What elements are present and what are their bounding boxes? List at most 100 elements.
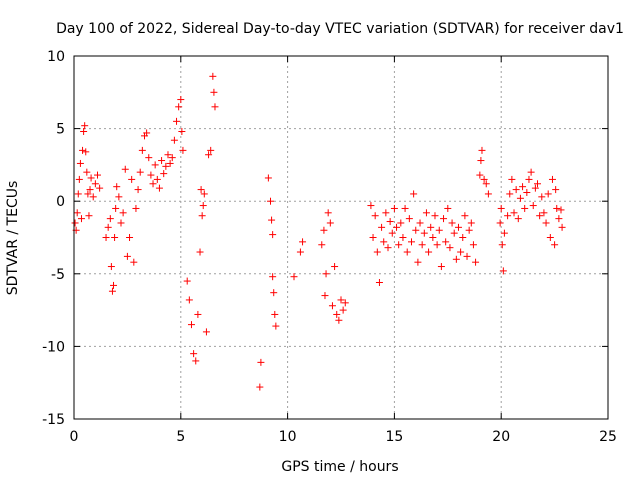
data-point [506,190,514,198]
data-point [198,212,206,220]
data-point [476,171,484,179]
data-point [328,302,336,310]
chart-title: Day 100 of 2022, Sidereal Day-to-day VTE… [56,21,624,37]
data-point [531,184,539,192]
data-point [162,162,170,170]
data-point [482,180,490,188]
data-point [74,190,82,198]
data-point [93,171,101,179]
data-point [256,383,264,391]
data-point [126,234,134,241]
data-point [257,358,265,366]
x-tick-label: 0 [70,429,79,445]
data-point [412,226,420,234]
data-point [452,255,460,263]
data-point [388,229,396,237]
data-point [318,241,326,249]
data-point [197,186,205,194]
data-point [87,174,95,182]
data-points [71,72,566,391]
data-point [463,252,471,260]
data-point [269,273,277,281]
x-tick-label: 5 [176,429,185,445]
data-point [516,194,524,202]
data-point [110,281,118,289]
data-point [207,146,215,154]
data-point [557,206,565,214]
data-point [437,263,445,271]
data-point [79,146,87,154]
data-point [76,159,84,167]
x-tick-label: 10 [279,429,297,445]
data-point [80,128,88,136]
data-point [548,175,556,183]
data-point [519,183,527,191]
data-point [320,226,328,234]
y-axis-label: SDTVAR / TECUs [5,181,21,296]
y-tick-label: 5 [56,122,65,138]
data-point [410,190,418,198]
data-point [369,234,377,241]
data-point [527,168,535,176]
data-point [143,129,151,137]
data-point [81,122,89,130]
data-point [117,219,125,227]
data-point [393,223,401,231]
data-point [461,212,469,220]
data-point [373,248,381,256]
data-point [321,292,329,300]
y-tick-label: 10 [47,49,65,65]
x-tick-label: 15 [385,429,403,445]
data-point [132,204,140,212]
data-point [179,146,187,154]
data-point [335,316,343,324]
data-point [465,226,473,234]
data-point [151,161,159,169]
data-point [529,202,537,210]
data-point [378,223,386,231]
data-point [147,171,155,179]
data-point [407,238,415,246]
data-point [134,186,142,194]
data-point [102,234,110,241]
data-point [153,175,161,183]
data-point [367,202,375,210]
data-point [173,117,181,125]
data-point [83,168,91,176]
data-point [480,175,488,183]
data-point [166,159,174,167]
data-point [422,209,430,217]
data-point [267,197,275,205]
data-point [510,209,518,217]
data-point [75,175,83,183]
data-point [457,248,465,256]
data-point [420,229,428,237]
data-point [194,310,202,318]
data-point [113,183,121,191]
data-point [540,209,548,217]
data-point [108,287,116,295]
data-point [508,175,516,183]
data-point [341,299,349,307]
grid [74,56,608,419]
data-point [386,218,394,226]
data-point [446,244,454,252]
data-point [558,223,566,231]
data-point [395,241,403,249]
data-point [71,219,79,227]
data-point [416,219,424,227]
data-point [138,146,146,154]
data-point [202,328,210,336]
data-point [542,219,550,227]
data-point [500,229,508,237]
data-point [299,238,307,246]
data-point [82,148,90,156]
data-point [431,212,439,220]
data-point [145,154,153,162]
data-point [450,229,458,237]
data-point [106,215,114,223]
data-point [192,357,200,365]
data-point [160,170,168,178]
x-axis-label: GPS time / hours [281,459,398,475]
